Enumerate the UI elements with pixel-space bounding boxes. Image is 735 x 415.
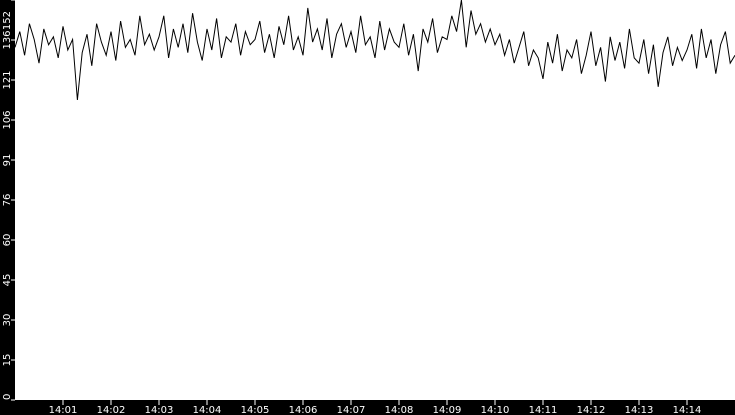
- x-tick-label: 14:14: [673, 405, 702, 415]
- y-tick-label: 91: [2, 154, 13, 167]
- x-tick-label: 14:12: [577, 405, 606, 415]
- plot-area: [15, 0, 735, 400]
- series-line: [14, 0, 735, 101]
- x-tick-label: 14:06: [289, 405, 318, 415]
- x-tick-label: 14:08: [385, 405, 414, 415]
- x-tick-label: 14:09: [433, 405, 462, 415]
- x-tick-label: 14:13: [625, 405, 654, 415]
- y-tick-label: 106: [2, 110, 13, 129]
- x-tick-label: 14:11: [529, 405, 558, 415]
- y-tick-label: 152: [2, 11, 13, 30]
- x-tick-label: 14:03: [145, 405, 174, 415]
- x-tick-label: 14:04: [193, 405, 222, 415]
- x-tick-label: 14:01: [49, 405, 78, 415]
- x-tick-label: 14:10: [481, 405, 510, 415]
- x-tick-label: 14:02: [97, 405, 126, 415]
- x-tick-label: 14:05: [241, 405, 270, 415]
- y-tick-label: 15: [2, 354, 13, 367]
- y-tick-label: 45: [2, 274, 13, 287]
- y-tick-label: 60: [2, 234, 13, 247]
- y-tick-label: 121: [2, 70, 13, 89]
- y-tick-label: 76: [2, 194, 13, 207]
- y-tick-label: 30: [2, 314, 13, 327]
- x-axis: 14:01 14:02 14:03 14:04 14:05 14:06 14:07 14:08…: [49, 400, 702, 415]
- y-tick-label: 0: [2, 394, 13, 400]
- x-tick-label: 14:07: [337, 405, 366, 415]
- y-tick-label: 136: [2, 30, 13, 49]
